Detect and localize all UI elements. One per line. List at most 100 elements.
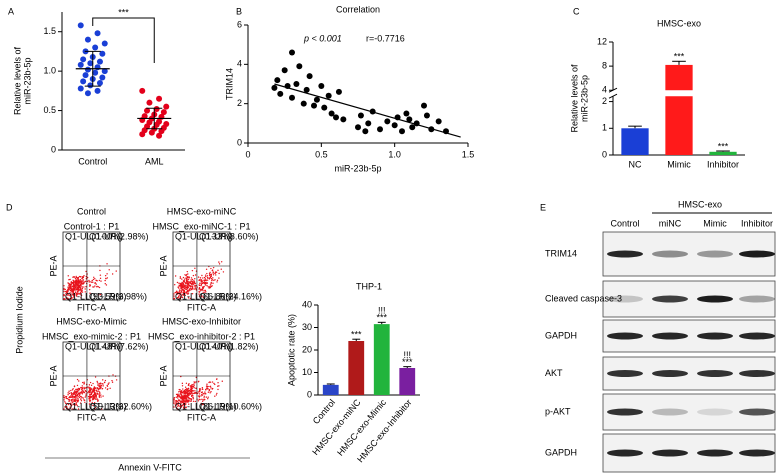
- flow-event: [77, 395, 79, 397]
- flow-event: [92, 404, 94, 407]
- flow-event: [181, 285, 184, 288]
- blot-panel: [602, 280, 776, 318]
- flow-event: [199, 391, 201, 393]
- quadrant-label: Q1-LR(32.60%): [89, 401, 152, 411]
- flow-event: [210, 390, 212, 393]
- flow-event: [87, 386, 89, 388]
- blot-band: [652, 449, 688, 457]
- flow-event: [66, 292, 69, 294]
- flow-event: [67, 282, 69, 284]
- dot: [94, 30, 101, 37]
- flow-event: [215, 271, 218, 273]
- flow-event: [69, 396, 71, 398]
- flow-event: [202, 296, 205, 298]
- point: [355, 124, 361, 131]
- quadrant-label: Q1-LR(24.16%): [199, 291, 262, 301]
- flow-event: [204, 284, 207, 286]
- flow-event: [77, 277, 79, 280]
- y-tick-label: 0: [307, 389, 312, 399]
- flow-event: [104, 279, 106, 282]
- flow-event: [187, 399, 190, 401]
- y-tick-label: 6: [237, 19, 242, 29]
- flow-axis-label: FITC-A: [77, 302, 106, 312]
- flow-event: [94, 278, 96, 280]
- blot-band: [697, 250, 733, 258]
- flow-event: [199, 288, 202, 291]
- flow-event: [203, 397, 205, 399]
- flow-event: [71, 282, 74, 284]
- flow-event: [185, 288, 188, 290]
- flow-event: [183, 408, 186, 410]
- flow-event: [178, 396, 181, 398]
- flow-event: [77, 288, 80, 290]
- flow-event: [198, 295, 201, 297]
- flow-event: [181, 296, 184, 299]
- flow-event: [180, 292, 182, 294]
- flow-event: [95, 398, 98, 400]
- flow-event: [78, 380, 80, 382]
- flow-event: [185, 277, 188, 280]
- flow-event: [88, 285, 91, 287]
- flow-event: [93, 392, 96, 394]
- flow-event: [191, 387, 193, 390]
- flow-event: [191, 285, 194, 288]
- flow-event: [204, 281, 207, 284]
- flow-event: [193, 381, 195, 383]
- flow-event: [95, 283, 97, 285]
- lane-label: Mimic: [703, 218, 727, 228]
- flow-title: HMSC-exo-miNC: [167, 206, 237, 216]
- flow-event: [72, 276, 74, 278]
- point: [328, 110, 335, 117]
- flow-event: [194, 284, 196, 287]
- flow-event: [69, 298, 72, 300]
- flow-event: [89, 388, 91, 390]
- flow-event: [187, 388, 189, 390]
- flow-event: [77, 279, 80, 281]
- blot-band: [652, 408, 688, 416]
- flow-event: [185, 402, 187, 404]
- y-axis-label: miR-23b-5p: [22, 57, 32, 104]
- x-tick-label: 0: [245, 149, 250, 159]
- flow-event: [176, 395, 179, 398]
- flow-event: [199, 279, 202, 281]
- flow-event: [195, 381, 197, 383]
- flow-event: [188, 403, 190, 405]
- flow-event: [104, 283, 106, 285]
- flow-event: [178, 291, 180, 293]
- flow-event: [185, 397, 187, 400]
- flow-event: [203, 285, 205, 288]
- quadrant-label: Q1-LL(86.19%): [175, 401, 237, 411]
- blot-band: [739, 370, 775, 377]
- flow-event: [196, 392, 199, 395]
- flow-event: [221, 380, 223, 382]
- flow-event: [67, 294, 69, 296]
- flow-event: [99, 269, 101, 272]
- point: [289, 94, 295, 101]
- blot-band: [739, 449, 775, 457]
- flow-event: [193, 283, 195, 285]
- flow-event: [95, 396, 98, 398]
- flow-event: [218, 263, 221, 265]
- flow-event: [192, 274, 195, 277]
- flow-title: HMSC-exo-Mimic: [56, 316, 127, 326]
- point: [365, 120, 372, 127]
- flow-event: [177, 404, 180, 406]
- flow-event: [70, 389, 72, 392]
- point: [357, 112, 364, 119]
- flow-event: [84, 396, 86, 398]
- flow-event: [194, 278, 196, 280]
- significance-label: !!!: [403, 350, 411, 360]
- blot-band: [739, 332, 775, 340]
- flow-event: [73, 391, 75, 394]
- flow-event: [111, 379, 113, 382]
- flow-event: [217, 388, 219, 391]
- bar-break-gap: [664, 90, 694, 97]
- flow-event: [195, 391, 197, 394]
- flow-event: [187, 394, 189, 396]
- flow-event: [91, 391, 93, 394]
- flow-event: [201, 398, 203, 401]
- flow-event: [194, 400, 197, 403]
- flow-event: [111, 273, 114, 275]
- flow-event: [176, 400, 179, 402]
- point: [435, 118, 442, 125]
